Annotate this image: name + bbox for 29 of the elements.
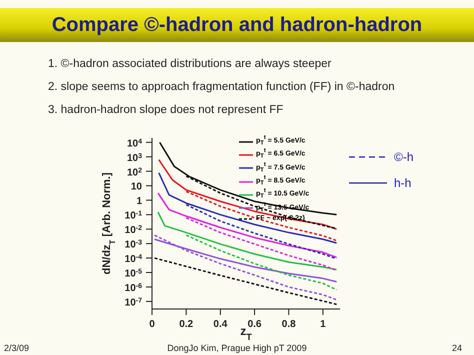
y-tick-label: 10$^{2}$ <box>126 166 142 178</box>
x-tick-label: 1 <box>320 319 326 330</box>
line-series <box>154 234 338 301</box>
y-tick-label: 10$^{-1}$ <box>124 210 142 222</box>
y-tick-label: 1 <box>136 196 142 208</box>
y-tick-label: 10$^{4}$ <box>126 138 142 150</box>
x-tick-label: 0 <box>149 319 156 330</box>
text: 3. hadron-hadron slope does not represent FF <box>48 104 284 116</box>
x-tick-label: 0.8 <box>282 319 296 330</box>
x-tick-label: 0.4 <box>213 319 228 330</box>
text: 2/3/09 <box>4 343 30 353</box>
chart-title: Compare ©-hadron and hadron-hadron <box>52 14 422 36</box>
line-series <box>154 257 338 306</box>
y-tick-label: 10$^{-7}$ <box>124 296 142 308</box>
text: DongJo Kim, Prague High pT 2009 <box>167 343 307 353</box>
y-tick-label: 10$^{-3}$ <box>124 239 142 251</box>
text: ©-h <box>394 150 414 164</box>
text: 24 <box>452 343 462 353</box>
x-tick-label: 0.2 <box>179 319 194 330</box>
y-tick-label: 10$^{3}$ <box>126 152 142 164</box>
y-tick-label: 10 <box>130 182 142 193</box>
text: 2. slope seems to approach fragmentation function (FF) in ©-hadron <box>48 81 395 93</box>
y-tick-label: 10$^{-4}$ <box>124 254 142 266</box>
y-tick-label: 10$^{-5}$ <box>124 268 142 280</box>
text: h-h <box>394 176 412 190</box>
y-tick-label: 10$^{-2}$ <box>124 224 142 236</box>
text: 1. ©-hadron associated distributions are always steeper <box>48 58 332 70</box>
y-tick-label: 10$^{-6}$ <box>124 282 142 294</box>
x-tick-label: 0.6 <box>248 319 262 330</box>
